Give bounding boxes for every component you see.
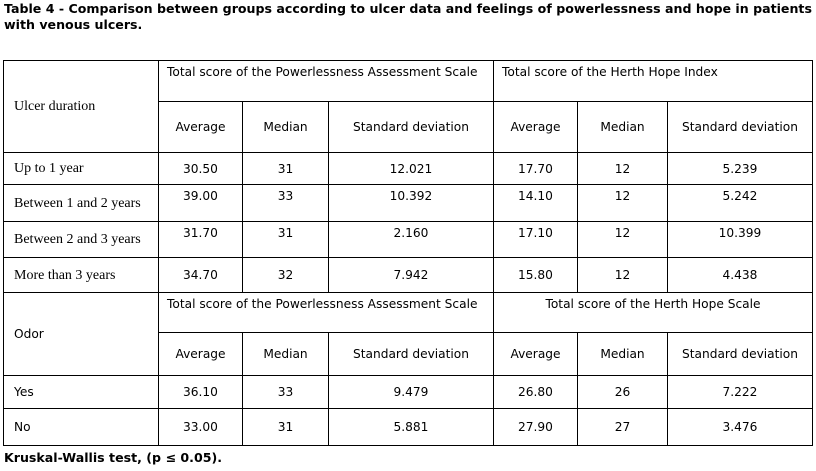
section2-label: Odor xyxy=(3,292,159,376)
cell: 31 xyxy=(242,408,329,446)
table-row: Between 1 and 2 years 39.00 33 10.392 14… xyxy=(3,184,813,222)
table-row: Up to 1 year 30.50 31 12.021 17.70 12 5.… xyxy=(3,152,813,185)
cell: 12 xyxy=(577,184,668,222)
table-row: Yes 36.10 33 9.479 26.80 26 7.222 xyxy=(3,375,813,409)
cell: 4.438 xyxy=(667,257,813,293)
cell: 14.10 xyxy=(493,184,578,222)
section2-group-b-header: Total score of the Herth Hope Scale xyxy=(493,292,813,333)
cell: 27.90 xyxy=(493,408,578,446)
cell: 12 xyxy=(577,152,668,185)
cell: 33 xyxy=(242,375,329,409)
row-label: Yes xyxy=(3,375,159,409)
cell: 10.392 xyxy=(328,184,494,222)
row-label: No xyxy=(3,408,159,446)
cell: 39.00 xyxy=(158,184,243,222)
cell: 27 xyxy=(577,408,668,446)
cell: 12.021 xyxy=(328,152,494,185)
cell: 3.476 xyxy=(667,408,813,446)
cell: 2.160 xyxy=(328,221,494,258)
cell: 34.70 xyxy=(158,257,243,293)
column-header: Median xyxy=(242,332,329,376)
column-header: Standard deviation xyxy=(667,332,813,376)
cell: 33 xyxy=(242,184,329,222)
section1-group-header-row: Ulcer duration Total score of the Powerl… xyxy=(3,60,813,153)
cell: 36.10 xyxy=(158,375,243,409)
table-caption: Table 4 - Comparison between groups acco… xyxy=(4,1,812,32)
column-header: Average xyxy=(493,101,578,153)
cell: 26.80 xyxy=(493,375,578,409)
section2-group-a-header: Total score of the Powerlessness Assessm… xyxy=(158,292,494,333)
section2-group-header-row: Odor Total score of the Powerlessness As… xyxy=(3,292,813,376)
cell: 10.399 xyxy=(667,221,813,258)
cell: 33.00 xyxy=(158,408,243,446)
column-header: Average xyxy=(158,101,243,153)
column-header: Median xyxy=(577,101,668,153)
cell: 31.70 xyxy=(158,221,243,258)
cell: 12 xyxy=(577,257,668,293)
section1-label: Ulcer duration xyxy=(3,60,159,153)
cell: 7.222 xyxy=(667,375,813,409)
column-header: Standard deviation xyxy=(328,332,494,376)
cell: 30.50 xyxy=(158,152,243,185)
footnote: Kruskal-Wallis test, (p ≤ 0.05). xyxy=(4,450,223,465)
column-header: Average xyxy=(158,332,243,376)
section1-group-b-header: Total score of the Herth Hope Index xyxy=(493,60,813,102)
cell: 12 xyxy=(577,221,668,258)
section1-column-header-row: Average Median Standard deviation Averag… xyxy=(4,101,813,153)
cell: 7.942 xyxy=(328,257,494,293)
cell: 31 xyxy=(242,221,329,258)
table-row: No 33.00 31 5.881 27.90 27 3.476 xyxy=(3,408,813,446)
cell: 17.10 xyxy=(493,221,578,258)
cell: 15.80 xyxy=(493,257,578,293)
cell: 9.479 xyxy=(328,375,494,409)
cell: 26 xyxy=(577,375,668,409)
column-header: Median xyxy=(577,332,668,376)
column-header: Standard deviation xyxy=(328,101,494,153)
column-header: Standard deviation xyxy=(667,101,813,153)
section2-column-header-row: Average Median Standard deviation Averag… xyxy=(4,332,813,376)
cell: 17.70 xyxy=(493,152,578,185)
row-label: Up to 1 year xyxy=(3,152,159,185)
cell: 5.881 xyxy=(328,408,494,446)
column-header: Median xyxy=(242,101,329,153)
cell: 5.242 xyxy=(667,184,813,222)
table-row: Between 2 and 3 years 31.70 31 2.160 17.… xyxy=(3,221,813,258)
cell: 32 xyxy=(242,257,329,293)
cell: 5.239 xyxy=(667,152,813,185)
comparison-table: Ulcer duration Total score of the Powerl… xyxy=(3,60,813,446)
section1-group-a-header: Total score of the Powerlessness Assessm… xyxy=(158,60,494,102)
column-header: Average xyxy=(493,332,578,376)
row-label: More than 3 years xyxy=(3,257,159,293)
row-label: Between 1 and 2 years xyxy=(3,184,159,222)
table-row: More than 3 years 34.70 32 7.942 15.80 1… xyxy=(3,257,813,293)
cell: 31 xyxy=(242,152,329,185)
row-label: Between 2 and 3 years xyxy=(3,221,159,258)
